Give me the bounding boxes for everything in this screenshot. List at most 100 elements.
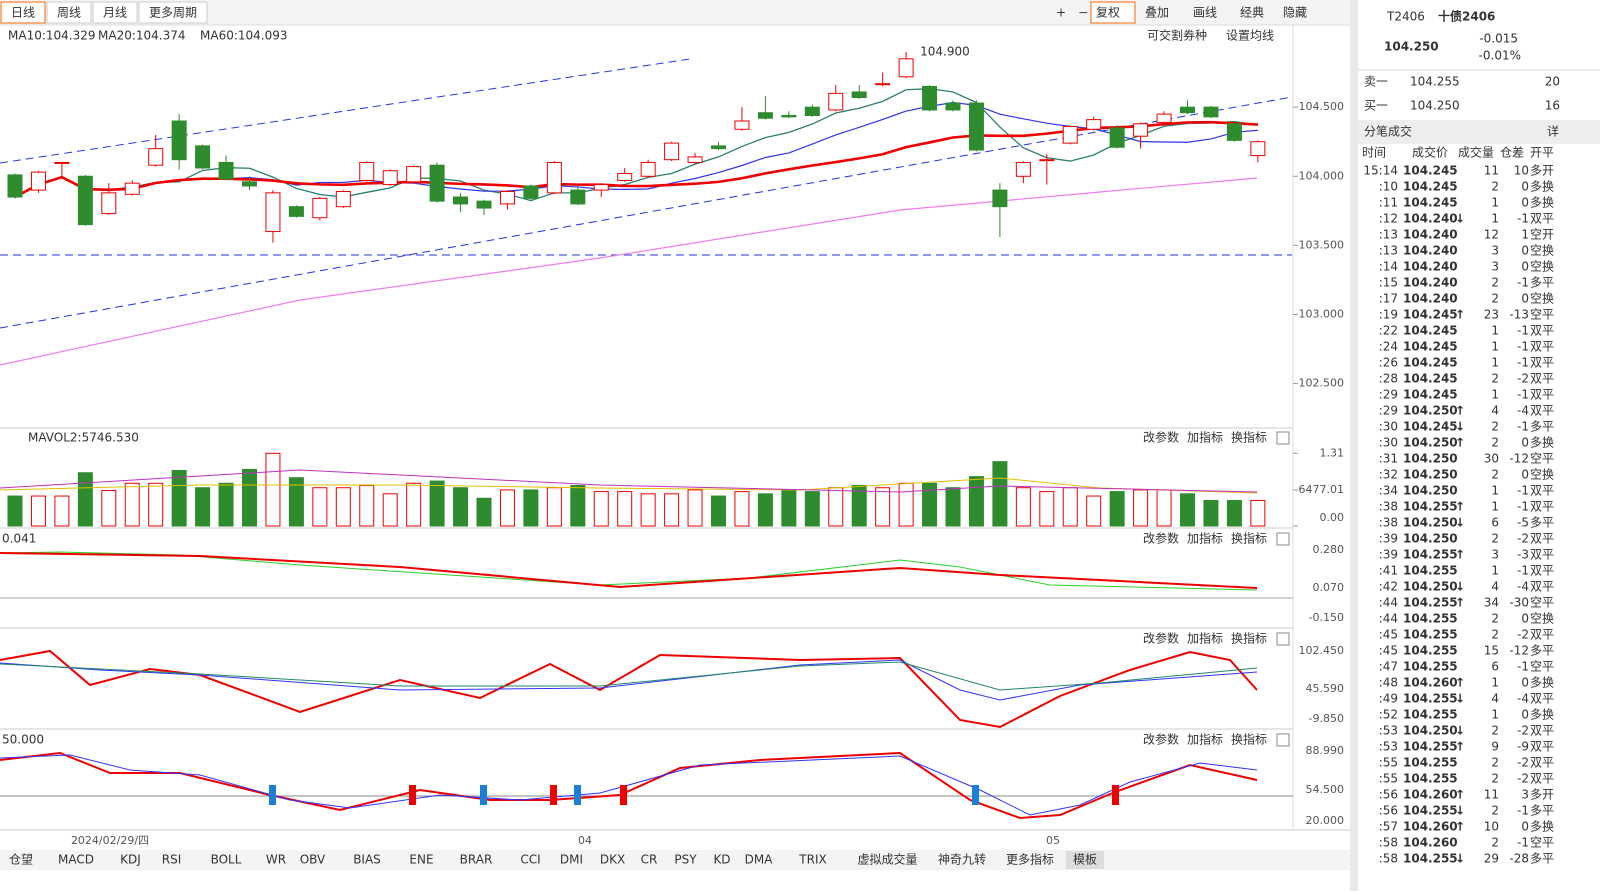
candle-body <box>922 85 938 111</box>
tool-label[interactable]: 经典 <box>1240 6 1264 20</box>
trade-price: 104.255 <box>1403 852 1458 866</box>
tab[interactable]: MACD <box>58 853 94 867</box>
trade-arrow: ↑ <box>1455 548 1465 562</box>
x-label: 2024/02/29/四 <box>71 834 149 847</box>
trade-arrow: ↓ <box>1455 420 1465 434</box>
tool-label[interactable]: 叠加 <box>1145 6 1169 20</box>
close-button[interactable] <box>1276 431 1290 445</box>
tab[interactable]: KD <box>713 853 730 867</box>
y-tick-label: -9.850 <box>1309 712 1344 725</box>
period-label[interactable]: 月线 <box>103 6 127 20</box>
tab[interactable]: DMA <box>745 853 774 867</box>
candle-body <box>499 190 515 205</box>
period-button[interactable] <box>92 1 138 24</box>
tab-bar <box>0 850 1350 870</box>
tool-button[interactable] <box>1188 2 1232 23</box>
trade-volume: 4 <box>1491 404 1499 418</box>
tab[interactable]: CCI <box>520 853 540 867</box>
tab[interactable]: PSY <box>674 853 697 867</box>
candle-body <box>242 181 257 187</box>
trades-detail[interactable]: 详 <box>1547 124 1559 139</box>
trade-arrow: ↑ <box>1455 740 1465 754</box>
panel-button[interactable]: 加指标 <box>1187 531 1223 546</box>
tool-label[interactable]: 画线 <box>1193 6 1217 20</box>
tab[interactable]: BOLL <box>211 853 242 867</box>
trade-price: 104.260 <box>1403 836 1458 850</box>
tool-button[interactable] <box>1140 2 1184 23</box>
tool-button[interactable] <box>1090 1 1136 24</box>
tab[interactable]: BRAR <box>460 853 493 867</box>
panel-button[interactable]: 改参数 <box>1143 531 1179 546</box>
volume-bar <box>453 487 469 527</box>
panel-button[interactable]: 换指标 <box>1231 631 1267 646</box>
period-button[interactable] <box>46 1 92 24</box>
tab[interactable]: CR <box>641 853 658 867</box>
volume-bar <box>1109 491 1125 527</box>
period-button[interactable] <box>0 1 46 24</box>
tool-button[interactable] <box>1278 2 1322 23</box>
panel-button[interactable]: 改参数 <box>1143 430 1179 445</box>
tool-label[interactable]: 复权 <box>1096 6 1120 20</box>
panel-button[interactable]: 改参数 <box>1143 631 1179 646</box>
panel-button[interactable]: 换指标 <box>1231 531 1267 546</box>
trade-volume: 2 <box>1491 420 1499 434</box>
tab[interactable]: OBV <box>300 853 326 867</box>
trade-volume: 2 <box>1491 628 1499 642</box>
close-button[interactable] <box>1276 532 1290 546</box>
close-button[interactable] <box>1276 632 1290 646</box>
tool-label[interactable]: 隐藏 <box>1283 6 1307 20</box>
panel-button[interactable]: 加指标 <box>1187 732 1223 747</box>
trade-arrow: ↑ <box>1455 596 1465 610</box>
volume-bar <box>171 470 187 527</box>
period-label[interactable]: 更多周期 <box>149 6 197 20</box>
tab[interactable]: DKX <box>600 853 625 867</box>
trade-oi: -30 <box>1509 596 1529 610</box>
tab-active[interactable] <box>1066 851 1104 869</box>
link[interactable]: 可交割券种 <box>1147 28 1207 43</box>
signal <box>574 785 581 805</box>
tab[interactable]: 更多指标 <box>1006 852 1054 867</box>
trade-arrow: ↑ <box>1455 788 1465 802</box>
tab[interactable]: 神奇九转 <box>938 852 986 867</box>
trade-nature: 双平 <box>1530 404 1554 418</box>
tab[interactable]: WR <box>266 853 286 867</box>
candle-body <box>1156 113 1172 123</box>
tab[interactable]: BIAS <box>353 853 381 867</box>
panel-button[interactable]: 加指标 <box>1187 430 1223 445</box>
tool-button[interactable] <box>1235 2 1279 23</box>
trade-nature: 多换 <box>1530 820 1554 834</box>
tab[interactable]: DMI <box>560 853 583 867</box>
y-tick-label: -0.150 <box>1309 611 1344 624</box>
tab[interactable]: KDJ <box>120 853 141 867</box>
trade-price: 104.245 <box>1403 372 1458 386</box>
link[interactable]: 设置均线 <box>1226 29 1274 43</box>
trade-nature: 多平 <box>1530 852 1554 866</box>
period-label[interactable]: 周线 <box>57 6 81 20</box>
tab[interactable]: 虚拟成交量 <box>857 852 917 867</box>
tab[interactable]: ENE <box>409 853 433 867</box>
close-button[interactable] <box>1276 733 1290 747</box>
trade-price: 104.245 <box>1403 324 1458 338</box>
trade-nature: 双平 <box>1530 740 1554 754</box>
panel-button[interactable]: 换指标 <box>1231 732 1267 747</box>
tab[interactable]: TRIX <box>798 853 826 867</box>
trade-nature: 双平 <box>1530 564 1554 578</box>
panel-button[interactable]: 换指标 <box>1231 430 1267 445</box>
icon[interactable]: − <box>1078 6 1088 20</box>
period-label[interactable]: 日线 <box>11 6 35 20</box>
splitter <box>1350 0 1358 891</box>
trade-nature: 双平 <box>1530 756 1554 770</box>
tab[interactable]: 仓望 <box>9 853 33 867</box>
panel-button[interactable]: 加指标 <box>1187 631 1223 646</box>
trade-price: 104.250 <box>1403 580 1458 594</box>
panel-button[interactable]: 改参数 <box>1143 732 1179 747</box>
tab[interactable]: 模板 <box>1073 853 1097 867</box>
trade-nature: 双平 <box>1530 324 1554 338</box>
change: -0.015 <box>1479 32 1518 46</box>
trade-time: :19 <box>1379 308 1398 322</box>
tab[interactable]: RSI <box>162 853 182 867</box>
icon[interactable]: + <box>1056 6 1066 20</box>
period-button[interactable] <box>138 1 208 24</box>
candle-body <box>546 161 562 194</box>
signal <box>409 785 416 805</box>
